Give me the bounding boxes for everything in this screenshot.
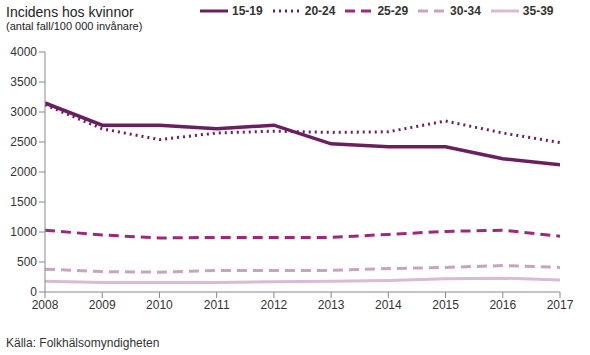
svg-text:2000: 2000 bbox=[10, 165, 37, 179]
html-text:15-19: 15-19 bbox=[232, 4, 263, 18]
svg-text:0: 0 bbox=[30, 285, 37, 299]
svg-text:3000: 3000 bbox=[10, 105, 37, 119]
svg-text:2010: 2010 bbox=[146, 298, 173, 312]
svg-text:3500: 3500 bbox=[10, 75, 37, 89]
svg-text:2016: 2016 bbox=[489, 298, 516, 312]
svg-text:2015: 2015 bbox=[432, 298, 459, 312]
svg-text:2008: 2008 bbox=[32, 298, 59, 312]
svg-text:2500: 2500 bbox=[10, 135, 37, 149]
html-text:30-34: 30-34 bbox=[450, 4, 481, 18]
svg-text:4000: 4000 bbox=[10, 45, 37, 59]
svg-text:2017: 2017 bbox=[547, 298, 574, 312]
svg-text:2011: 2011 bbox=[204, 298, 230, 312]
html-text:25-29: 25-29 bbox=[377, 4, 409, 18]
svg-text:2012: 2012 bbox=[261, 298, 288, 312]
svg-text:500: 500 bbox=[17, 255, 37, 269]
svg-text:1000: 1000 bbox=[10, 225, 37, 239]
svg-text:2009: 2009 bbox=[89, 298, 116, 312]
html-text:Incidens hos kvinnor: Incidens hos kvinnor bbox=[6, 4, 134, 20]
html-text:35-39: 35-39 bbox=[522, 4, 554, 18]
svg-text:2013: 2013 bbox=[318, 298, 345, 312]
svg-text:1500: 1500 bbox=[10, 195, 37, 209]
html-text:20-24: 20-24 bbox=[304, 4, 336, 18]
html-text:Källa: Folkhälsomyndigheten: Källa: Folkhälsomyndigheten bbox=[6, 336, 160, 350]
svg-text:2014: 2014 bbox=[375, 298, 402, 312]
html-text:(antal fall/100 000 invånare): (antal fall/100 000 invånare) bbox=[6, 20, 143, 32]
